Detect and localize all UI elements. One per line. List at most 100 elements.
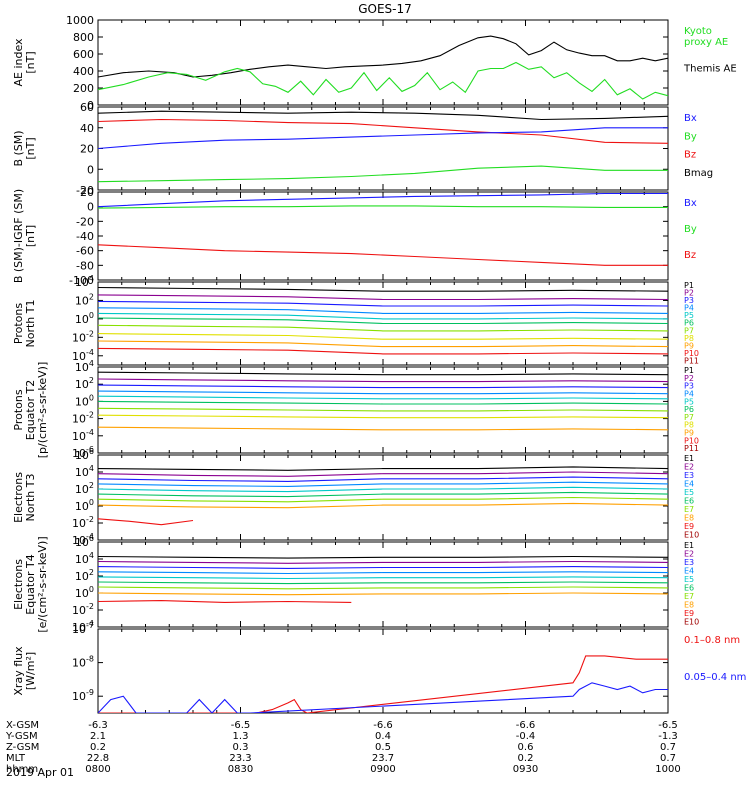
legend-entry-text: E8 [684,601,694,610]
legend-entry-text: Bz [684,250,696,261]
legend-entry-text: proxy AE [684,37,728,48]
legend-entry-text: P7 [684,413,694,422]
legend-entry: P4 [684,304,694,313]
y-tick-label: 10-9 [72,688,94,703]
legend-entry: E1 [684,454,694,463]
y-tick-label: -20 [76,184,94,197]
legend-entry-text: 0.05–0.4 nm [684,672,746,683]
x-axis-value: -6.6 [373,720,393,731]
series-line-P8 [98,333,668,340]
y-tick-label: 10-7 [72,621,94,636]
y-axis-label: ElectronsEquator T4[e/(cm²-s-sr-keV)] [12,536,49,632]
series-line-E6 [98,581,668,585]
y-tick-label: 20 [80,186,94,199]
legend-entry: E5 [684,488,694,497]
legend-entry-text: P1 [684,281,694,290]
legend-entry: E7 [684,592,694,601]
series-line-By [98,165,668,183]
legend-entry-text: P5 [684,311,694,320]
y-axis-label-line: Equator T4 [24,554,37,614]
x-axis-value: 0.2 [518,753,534,764]
legend-entry: E3 [684,558,694,567]
legend-entry-text: E2 [684,463,694,472]
legend-entry: 0.05–0.4 nm [684,672,746,683]
y-tick-label: 102 [75,376,94,391]
legend-entry: E6 [684,497,694,506]
y-tick-label: 10-4 [72,348,94,363]
series-line-Bmag [98,110,668,121]
x-axis-value: 0.2 [90,742,106,753]
series-line-ThemisAE [98,35,668,78]
x-axis-value: 0900 [370,764,395,775]
legend-entry-text: P9 [684,341,694,350]
legend-entry: Bx [684,113,697,124]
series-line-P8 [98,414,668,419]
series-line-P9 [98,426,668,431]
legend-entry-text: P3 [684,296,694,305]
y-axis-label-line: Protons [12,303,25,344]
x-axis-value: 0.7 [660,742,676,753]
series-line-P5 [98,395,668,400]
legend-entry: P8 [684,421,694,430]
y-tick-label: -60 [76,245,94,258]
series-line-E7 [98,586,668,590]
legend-entry-text: P8 [684,421,694,430]
legend-entry-text: Bz [684,150,696,161]
y-axis-label-line: [nT] [24,51,37,73]
series-line-00504nm [98,682,668,713]
x-axis-value: 22.8 [87,753,109,764]
y-axis-label-line: B (SM) [12,130,25,166]
y-tick-label: 106 [75,534,94,549]
y-axis-label: B (SM)[nT] [12,130,37,166]
series-line-P6 [98,400,668,405]
legend-entry: P9 [684,341,694,350]
legend-entry: Themis AE [683,64,737,75]
legend-entry: By [684,131,697,142]
y-tick-label: 1000 [66,14,94,27]
series-line-P9 [98,340,668,348]
panel-frame [97,19,669,106]
series-line-P7 [98,324,668,332]
x-axis-value: -0.4 [516,731,536,742]
legend-entry: Bmag [684,168,713,179]
legend-entry: E8 [684,514,694,523]
legend-entry-text: P5 [684,397,694,406]
legend-entry-text: P2 [684,374,694,383]
legend-entry-text: By [684,131,697,142]
y-axis-label-line: Protons [12,389,25,430]
legend-entry-text: E2 [684,550,694,559]
legend-entry-text: E10 [684,531,699,540]
series-line-E5 [98,486,668,493]
legend-entry-text: P3 [684,382,694,391]
panel-frame [97,191,669,281]
y-tick-label: 10-2 [72,515,94,530]
y-tick-label: 10-2 [72,602,94,617]
legend-entry: P11 [684,356,699,365]
series-line-E1 [98,466,668,471]
legend-entry-text: P1 [684,366,694,375]
series-line-By [98,205,668,209]
y-tick-label: 10-6 [72,445,94,460]
series-line-Bx [98,192,668,208]
x-axis-value: -6.5 [231,720,251,731]
series-line-E2 [98,560,668,564]
legend-entry-text: Kyoto [684,26,712,37]
legend-entry: E10 [684,618,699,627]
legend-entry: By [684,224,697,235]
legend-entry-text: P9 [684,429,694,438]
legend-entry-text: E8 [684,514,694,523]
panel-e_equator: 106 104 102 100 10-2 10-4 ElectronsEquator T4[… [12,534,699,634]
legend-entry: P5 [684,311,694,320]
legend-entry-text: E1 [684,541,694,550]
legend-entry: P1 [684,366,694,375]
legend-entry-text: E5 [684,575,694,584]
legend-entry-text: P11 [684,444,699,453]
y-axis-label: Xray flux[W/m²] [12,646,37,696]
legend-entry: P7 [684,413,694,422]
y-tick-label: 102 [75,292,94,307]
legend-entry-text: Bx [684,198,697,209]
legend-entry-text: E7 [684,505,694,514]
y-axis-label: AE index[nT] [12,38,37,87]
panel-ae: 1000 800 600 400 200 0 AE index[nT] Kyoto proxy … [12,14,737,112]
x-axis-value: 0.6 [518,742,534,753]
